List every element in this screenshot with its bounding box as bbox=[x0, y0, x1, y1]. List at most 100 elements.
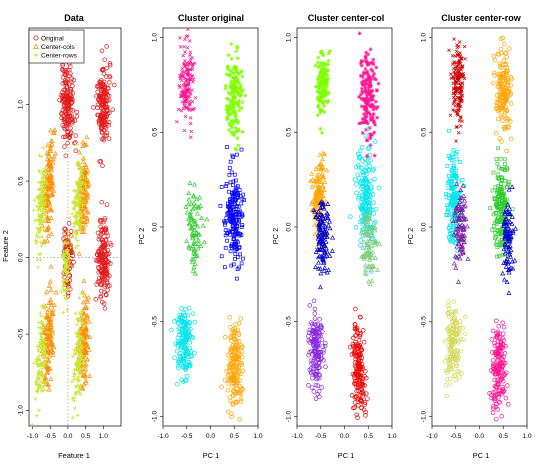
panel-1-point-center-rows bbox=[31, 208, 36, 213]
panel-2-point-series-2 bbox=[234, 67, 239, 71]
panel-4-point-series-7 bbox=[457, 319, 463, 324]
panel-1-point-center-cols bbox=[47, 320, 53, 325]
panel-1-point-center-rows bbox=[72, 214, 77, 219]
panel-4-point-series-6 bbox=[507, 206, 512, 211]
panel-1-point-center-cols bbox=[51, 153, 57, 159]
panel-3-point-series-4 bbox=[370, 192, 376, 197]
panel-1-point-original bbox=[102, 263, 108, 269]
panel-2-point-series-4 bbox=[191, 256, 197, 262]
panel-2-point-series-5 bbox=[238, 252, 242, 257]
panel-4-point-series-5 bbox=[453, 265, 459, 270]
panel-1-point-center-rows bbox=[40, 235, 45, 239]
panel-1-point-center-rows bbox=[76, 374, 81, 379]
panel-1-xtick-label: 1.0 bbox=[99, 433, 108, 440]
panel-2-point-series-2 bbox=[236, 100, 241, 105]
panel-2-point-series-5 bbox=[239, 225, 244, 230]
panel-1-point-original bbox=[105, 262, 110, 267]
panel-2-point-series-1 bbox=[183, 114, 188, 119]
panel-4-point-series-3 bbox=[460, 178, 465, 182]
panel-1-point-center-cols bbox=[45, 367, 51, 372]
panel-1-point-center-rows bbox=[40, 341, 44, 346]
panel-2-point-series-6 bbox=[175, 381, 180, 387]
panel-1-point-center-cols bbox=[51, 188, 57, 193]
panel-3-ytick-label: -0.5 bbox=[286, 316, 293, 328]
panel-4-point-series-5 bbox=[456, 230, 462, 236]
panel-3-point-series-8 bbox=[361, 339, 367, 345]
panel-3-point-series-2 bbox=[372, 72, 376, 76]
panel-1-point-center-rows bbox=[65, 263, 70, 267]
panel-1-point-center-rows bbox=[32, 361, 36, 365]
panel-1-point-center-rows bbox=[38, 371, 43, 375]
panel-1-point-center-cols bbox=[82, 199, 88, 204]
panel-1-point-original bbox=[62, 144, 67, 149]
panel-2-point-series-1 bbox=[183, 37, 187, 42]
panel-2-point-series-5 bbox=[230, 198, 235, 203]
panel-2-point-series-4 bbox=[191, 204, 197, 210]
panel-4-point-series-6 bbox=[509, 214, 515, 219]
panel-1-point-original bbox=[101, 276, 106, 282]
panel-3-point-series-1 bbox=[322, 110, 327, 114]
panel-3-point-series-1 bbox=[323, 67, 328, 72]
panel-2-ytick-label: 0.0 bbox=[152, 222, 159, 231]
panel-1-point-center-rows bbox=[79, 309, 84, 314]
panel-2-point-series-7 bbox=[229, 345, 234, 350]
panel-3-point-series-4 bbox=[370, 167, 376, 173]
panel-1-point-center-cols bbox=[49, 207, 55, 213]
panel-3-point-series-8 bbox=[363, 413, 368, 418]
panel-4-point-series-6 bbox=[504, 279, 510, 285]
panel-3-point-series-1 bbox=[319, 82, 324, 87]
panel-1-point-original bbox=[100, 111, 106, 116]
panel-2-point-series-5 bbox=[240, 197, 245, 201]
panel-3-point-series-8 bbox=[352, 322, 358, 327]
panel-4-point-series-3 bbox=[452, 185, 456, 189]
panel-2-point-series-2 bbox=[230, 123, 234, 128]
panel-3-point-series-1 bbox=[326, 68, 330, 73]
panel-4-point-series-7 bbox=[457, 330, 462, 336]
panel-4-point-series-2 bbox=[501, 58, 507, 63]
panel-4-point-series-7 bbox=[443, 383, 449, 388]
panel-1-point-center-rows bbox=[44, 179, 48, 183]
panel-2-point-series-2 bbox=[230, 90, 235, 94]
panel-1-point-center-rows bbox=[40, 304, 45, 309]
panel-2-point-series-4 bbox=[191, 192, 197, 198]
panel-1-point-center-cols bbox=[80, 386, 85, 391]
panel-2-point-series-5 bbox=[232, 172, 237, 177]
panel-2-point-series-7 bbox=[239, 386, 244, 391]
panel-3-point-series-2 bbox=[368, 143, 373, 148]
panel-3-point-series-7 bbox=[315, 322, 321, 327]
panel-4-point-series-7 bbox=[445, 354, 450, 360]
panel-4-point-series-3 bbox=[446, 208, 451, 212]
panel-3-point-series-4 bbox=[358, 204, 363, 209]
panel-1-point-original bbox=[103, 252, 109, 258]
panel-1-point-center-cols bbox=[86, 318, 92, 324]
panel-1-point-center-rows bbox=[77, 179, 82, 184]
panel-1-point-original bbox=[104, 104, 109, 110]
panel-1-point-original bbox=[93, 297, 98, 302]
panel-3-point-series-5 bbox=[316, 259, 321, 265]
panel-3-point-series-5 bbox=[321, 268, 327, 273]
panel-2-point-series-2 bbox=[229, 81, 233, 86]
panel-4-point-series-5 bbox=[458, 226, 464, 232]
panel-4-point-series-4 bbox=[490, 188, 495, 193]
panel-1-point-center-cols bbox=[49, 310, 55, 316]
panel-4-point-series-1 bbox=[460, 81, 465, 86]
panel-1-point-original bbox=[73, 148, 79, 154]
panel-1-point-center-rows bbox=[36, 363, 41, 368]
panel-2-point-series-4 bbox=[188, 201, 194, 206]
panel-4-point-series-6 bbox=[507, 211, 513, 216]
panel-1-point-original bbox=[107, 97, 112, 103]
panel-4-point-series-5 bbox=[462, 202, 468, 208]
panel-3-point-series-2 bbox=[365, 63, 370, 67]
panel-3-point-series-8 bbox=[355, 415, 360, 420]
panel-3-point-series-1 bbox=[323, 99, 328, 103]
panel-2-point-series-4 bbox=[186, 196, 192, 202]
panel-4-point-series-1 bbox=[454, 81, 459, 86]
panel-4-point-series-1 bbox=[457, 73, 462, 77]
panel-2-point-series-4 bbox=[184, 238, 190, 244]
panel-4-point-series-6 bbox=[507, 236, 513, 242]
panel-3-point-series-6 bbox=[364, 242, 370, 248]
panel-3-point-series-4 bbox=[364, 185, 370, 191]
panel-4-point-series-4 bbox=[490, 227, 495, 232]
panel-1-point-center-rows bbox=[42, 343, 46, 348]
panel-2-point-series-6 bbox=[185, 349, 190, 355]
